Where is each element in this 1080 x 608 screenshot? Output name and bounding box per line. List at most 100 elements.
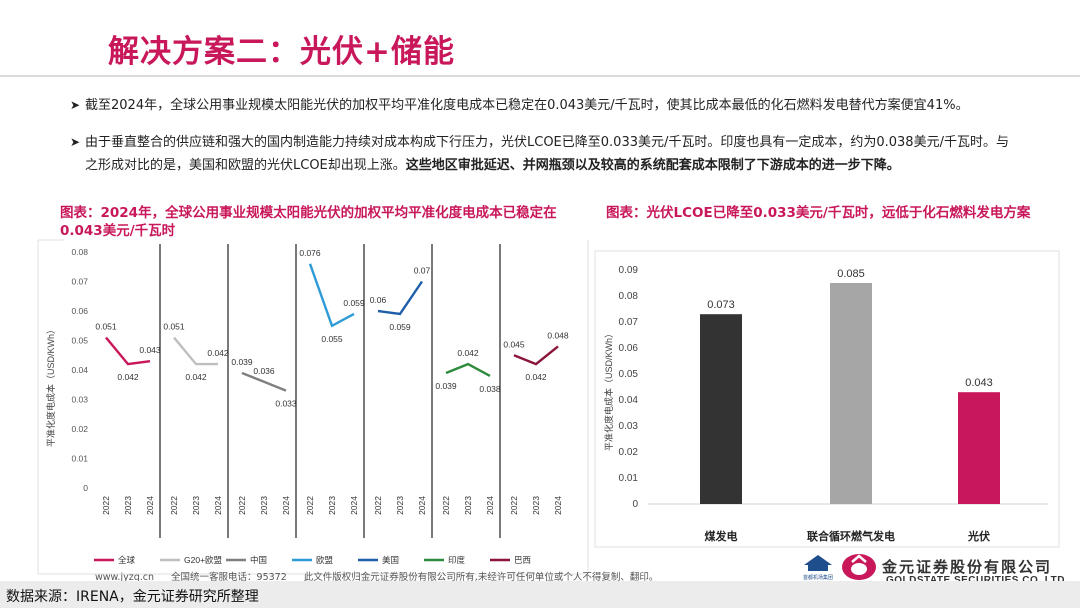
chart-1-data-label: 0.045 (503, 339, 525, 349)
chart-2-title-text: 图表：光伏LCOE已降至0.033美元/千瓦时，远低于化石燃料发电方案 (606, 205, 1031, 221)
chart-1-data-label: 0.059 (389, 322, 411, 332)
chart-1-x-tick: 2022 (305, 496, 315, 515)
chart-1-line-chart: 平准化度电成本（USD/KWh） 0 0.01 0.02 0.03 0.04 0.05 0.… (37, 239, 589, 575)
chart-1-title: 图表：2024年，全球公用事业规模太阳能光伏的加权平均平准化度电成本已稳定在 0… (60, 204, 557, 240)
chart-1-data-label: 0.042 (117, 372, 139, 382)
chart-1-x-tick: 2024 (281, 496, 291, 515)
chart-1-title-line1: 图表：2024年，全球公用事业规模太阳能光伏的加权平均平准化度电成本已稳定在 (60, 205, 557, 221)
chart-1-x-tick: 2024 (417, 496, 427, 515)
chart-1-x-tick: 2023 (191, 496, 201, 515)
bullet-2-line2: 之形成对比的是，美国和欧盟的光伏LCOE却出现上涨。 (85, 158, 406, 173)
title-divider (0, 75, 1080, 77)
bullet-1: ➤ 截至2024年，全球公用事业规模太阳能光伏的加权平均平准化度电成本已稳定在0… (70, 94, 969, 117)
chart-2-frame (594, 250, 1060, 548)
chart-1-x-tick: 2023 (327, 496, 337, 515)
chart-1-legend-label: 欧盟 (316, 555, 334, 565)
bullet-2-line1: 由于垂直整合的供应链和强大的国内制造能力持续对成本构成下行压力，光伏LCOE已降… (85, 135, 1009, 150)
chart-1-data-label: 0.059 (343, 298, 365, 308)
chart-1-x-tick: 2022 (373, 496, 383, 515)
chart-1-y-tick: 0.01 (71, 454, 88, 464)
source-strip (0, 581, 1080, 608)
chart-1-series-line (377, 280, 423, 316)
chart-1-x-tick: 2023 (531, 496, 541, 515)
chart-1-panel: 0.051 0.042 0.042 2022 2023 2024 (159, 244, 229, 538)
chart-2-y-tick: 0.03 (619, 421, 639, 432)
chart-1-legend-label: G20+欧盟 (184, 555, 223, 565)
chart-1-x-tick: 2024 (485, 496, 495, 515)
data-source: 数据来源：IRENA，金元证券研究所整理 (6, 589, 259, 605)
footer-contact: www.jyzq.cn 全国统一客服电话：95372 此文件版权归金元证券股份有… (95, 569, 672, 583)
chart-2-y-tick: 0 (632, 499, 638, 510)
chart-1-data-label: 0.042 (457, 348, 479, 358)
chart-1-x-tick: 2023 (395, 496, 405, 515)
bullet-2-emphasis: 这些地区审批延迟、并网瓶颈以及较高的系统配套成本限制了下游成本的进一步下降。 (405, 158, 900, 173)
chart-2-bar (830, 283, 872, 504)
chart-1-x-tick: 2022 (169, 496, 179, 515)
company-name-cn: 金元证券股份有限公司 (882, 558, 1053, 576)
chart-1-data-label: 0.038 (479, 384, 501, 394)
chart-2-bar (958, 392, 1000, 504)
chart-1-data-label: 0.042 (185, 372, 207, 382)
chart-1-data-label: 0.07 (414, 266, 431, 276)
chart-2-category-label: 联合循环燃气发电 (807, 529, 895, 543)
chart-1-x-tick: 2024 (553, 496, 563, 515)
airport-group-logo: 首都机场集团 (803, 555, 833, 581)
chart-1-y-axis-label: 平准化度电成本（USD/KWh） (45, 325, 56, 447)
chart-1-x-tick: 2022 (237, 496, 247, 515)
chart-1-y-tick: 0.07 (71, 277, 88, 287)
chart-1-x-tick: 2023 (259, 496, 269, 515)
company-name-en: GOLDSTATE SECURITIES CO.,LTD. (886, 575, 1068, 586)
chart-2-bar (700, 314, 742, 504)
chart-2-y-tick: 0.08 (619, 291, 639, 302)
chart-1-data-label: 0.051 (163, 322, 185, 332)
chart-1-series-line (105, 336, 151, 366)
chart-1-y-tick: 0.06 (71, 306, 88, 316)
chart-2-y-tick: 0.05 (619, 369, 639, 380)
chart-1-data-label: 0.055 (321, 334, 343, 344)
goldstate-logo-icon (842, 554, 876, 580)
chart-2-y-tick: 0.06 (619, 343, 639, 354)
hotline-text: 全国统一客服电话：95372 (171, 572, 287, 583)
chart-2-title: 图表：光伏LCOE已降至0.033美元/千瓦时，远低于化石燃料发电方案 (606, 204, 1030, 222)
chart-1-series-line (445, 362, 491, 377)
chart-2-category-label: 光伏 (967, 529, 990, 543)
chart-1-legend-label: 中国 (250, 555, 267, 565)
chart-2-bar-group: 0.085 联合循环燃气发电 (807, 268, 895, 543)
chart-1-panel: 0.06 0.059 0.07 2022 2023 2024 (363, 244, 431, 538)
chart-1-y-tick: 0.03 (71, 395, 88, 405)
chart-1-legend-label: 美国 (382, 555, 399, 565)
chart-2-data-label: 0.043 (965, 377, 993, 389)
chart-1-panel: 0.045 0.042 0.048 2022 2023 2024 (499, 244, 569, 538)
copyright-disclaimer: 此文件版权归金元证券股份有限公司所有,未经许可任何单位或个人不得复制、翻印。 (303, 572, 659, 583)
chart-1-y-tick: 0 (83, 483, 88, 493)
chart-1-x-tick: 2024 (349, 496, 359, 515)
chart-2-bar-chart: 平准化度电成本（USD/KWh） 0 0.01 0.02 0.03 0.04 0.05 0.… (594, 250, 1060, 548)
chart-1-y-tick: 0.04 (71, 365, 88, 375)
chart-1-data-label: 0.051 (95, 322, 117, 332)
chart-1-title-line2: 0.043美元/千瓦时 (60, 223, 176, 239)
chart-1-x-tick: 2022 (101, 496, 111, 515)
chart-1-y-tick: 0.08 (71, 247, 88, 257)
bullet-1-text: 截至2024年，全球公用事业规模太阳能光伏的加权平均平准化度电成本已稳定在0.0… (85, 98, 969, 113)
chart-2-y-axis-label: 平准化度电成本（USD/KWh） (603, 329, 614, 451)
website-link[interactable]: www.jyzq.cn (95, 572, 154, 583)
chart-1-data-label: 0.036 (253, 366, 275, 376)
chart-1-data-label: 0.06 (370, 295, 387, 305)
chart-2-y-tick: 0.01 (619, 473, 639, 484)
bullet-arrow-icon: ➤ (70, 135, 81, 149)
chart-1-series-line (308, 263, 355, 328)
chart-1-data-label: 0.039 (435, 381, 457, 391)
chart-1-x-tick: 2024 (213, 496, 223, 515)
chart-2-bar-group: 0.073 煤发电 (700, 299, 742, 543)
chart-1-data-label: 0.033 (275, 399, 297, 409)
bullet-arrow-icon: ➤ (70, 98, 81, 112)
chart-1-x-tick: 2024 (145, 496, 155, 515)
chart-1-data-label: 0.042 (207, 348, 229, 358)
chart-2-category-label: 煤发电 (705, 529, 738, 543)
chart-2-y-tick: 0.02 (619, 447, 639, 458)
bullet-2: ➤ 由于垂直整合的供应链和强大的国内制造能力持续对成本构成下行压力，光伏LCOE… (70, 131, 1009, 177)
chart-1-data-label: 0.048 (547, 330, 569, 340)
chart-1-y-tick: 0.02 (71, 424, 88, 434)
chart-1-x-tick: 2023 (123, 496, 133, 515)
